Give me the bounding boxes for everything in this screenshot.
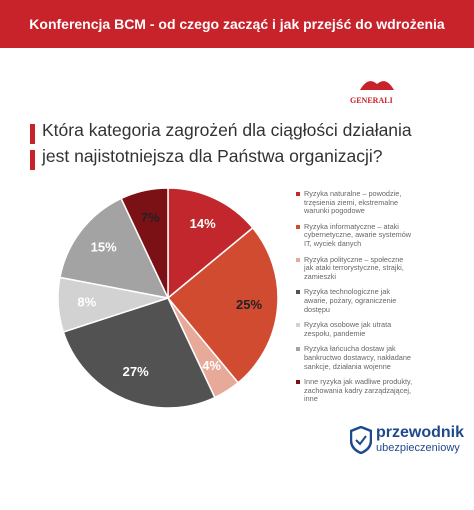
legend-label: Ryzyka osobowe jak utrata zespołu, pande… — [304, 320, 392, 338]
banner-title: Konferencja BCM - od czego zacząć i jak … — [0, 0, 474, 48]
legend-swatch — [296, 290, 300, 295]
data-label: 27% — [123, 364, 149, 379]
legend-label: Ryzyka polityczne – społeczne jak ataki … — [304, 254, 404, 281]
legend-swatch — [296, 347, 300, 352]
legend-item: Ryzyka technologiczne jak awarie, pożary… — [296, 288, 414, 314]
legend-swatch — [296, 257, 300, 262]
legend-swatch — [296, 224, 300, 229]
pie-slice — [120, 187, 169, 299]
data-label: 4% — [202, 358, 221, 373]
accent-bar — [30, 124, 35, 144]
legend-label: Inne ryzyka jak wadliwe produkty, zachow… — [304, 377, 413, 404]
logo-text: ubezpieczeniowy — [376, 442, 460, 454]
pie-slice — [167, 187, 254, 300]
data-label: 14% — [190, 216, 216, 231]
logo-text: przewodnik — [376, 424, 465, 441]
data-label: 8% — [77, 295, 96, 310]
logo-text: GENERALI — [350, 96, 393, 105]
legend-item: Ryzyka osobowe jak utrata zespołu, pande… — [296, 320, 414, 338]
legend-swatch — [296, 323, 300, 328]
legend-swatch — [296, 192, 300, 196]
data-label: 25% — [236, 297, 262, 312]
chart-title: jest najistotniejsza dla Państwa organiz… — [42, 146, 383, 166]
legend-item: Ryzyka polityczne – społeczne jak ataki … — [296, 254, 414, 282]
accent-bar — [30, 150, 35, 170]
data-label: 15% — [91, 240, 117, 255]
legend-item: Ryzyka naturalne – powodzie, trzęsienia … — [296, 189, 414, 216]
pie-slice — [59, 197, 170, 300]
legend-item: Ryzyka łańcucha dostaw jak bankructwo do… — [296, 344, 414, 371]
legend-swatch — [296, 380, 300, 385]
data-label: 7% — [141, 210, 160, 225]
pie-slice — [62, 297, 216, 409]
legend-label: Ryzyka łańcucha dostaw jak bankructwo do… — [304, 344, 411, 371]
legend-label: Ryzyka informatyczne – ataki cybernetycz… — [304, 221, 412, 248]
legend-item: Ryzyka informatyczne – ataki cybernetycz… — [296, 221, 414, 249]
legend-item: Inne ryzyka jak wadliwe produkty, zachow… — [296, 377, 414, 404]
pie-slice — [166, 226, 279, 384]
logo-icon — [360, 81, 394, 90]
legend-label: Ryzyka naturalne – powodzie, trzęsienia … — [304, 189, 402, 216]
chart-title: Która kategoria zagrożeń dla ciągłości d… — [42, 120, 412, 140]
shield-icon — [350, 426, 372, 454]
legend: Ryzyka naturalne – powodzie, trzęsienia … — [296, 189, 414, 411]
legend-label: Ryzyka technologiczne jak awarie, pożary… — [304, 287, 397, 314]
